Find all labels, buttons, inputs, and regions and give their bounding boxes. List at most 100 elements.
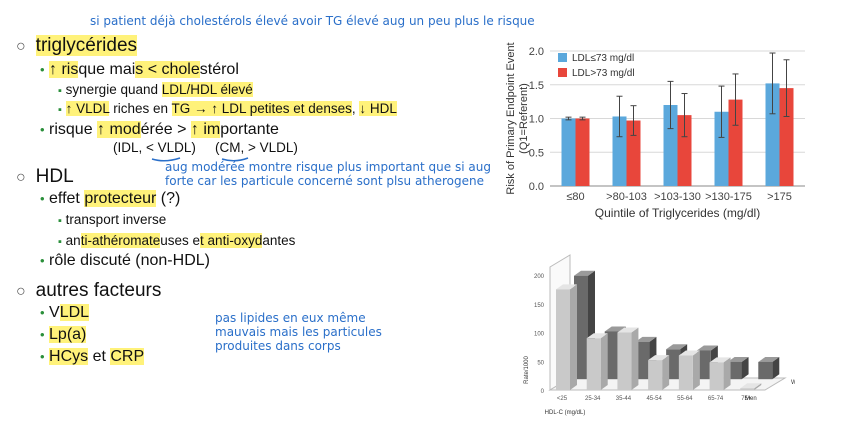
tg-subitem-1: ▪ synergie quand LDL/HDL élevé <box>58 82 253 97</box>
bar-top <box>635 336 657 342</box>
bullet-icon: • <box>40 327 45 342</box>
bar <box>604 331 619 380</box>
bar <box>678 355 693 390</box>
legend-swatch <box>558 53 567 62</box>
heading-triglycerides: triglycérides <box>35 35 138 56</box>
y-tick-label: 50 <box>537 360 544 366</box>
tg-subitem-2: ▪ ↑ VLDL riches en TG → ↑ LDL petites et… <box>58 101 397 116</box>
label-cm: (CM, > VLDL) <box>215 140 298 155</box>
note-hdl-2: forte car les particule concerné sont pl… <box>165 174 485 188</box>
tg-item-1: • ↑ risque mais < cholestérol <box>40 61 239 78</box>
bar <box>626 120 641 186</box>
bar <box>765 83 780 186</box>
bullet-icon: • <box>40 349 45 364</box>
y-tick-label: 0.5 <box>529 147 544 159</box>
bar-top <box>696 345 718 351</box>
x-tick-label: >175 <box>767 191 792 203</box>
bar <box>612 116 627 186</box>
bar <box>575 118 590 186</box>
series-label: Women <box>791 380 795 386</box>
x-tick-label: 65-74 <box>708 396 724 402</box>
note-other-1: pas lipides en eux même <box>215 311 366 325</box>
bullet-icon: ▪ <box>58 85 62 97</box>
bar <box>648 360 663 390</box>
note-other-2: mauvais mais les particules <box>215 325 382 339</box>
bar <box>617 332 632 390</box>
bar-top <box>574 270 595 276</box>
y-axis-label: Risk of Primary Endpoint Event(Q1=Refere… <box>505 42 530 194</box>
legend-swatch <box>558 68 567 77</box>
bar-top <box>648 355 670 361</box>
bar-side <box>741 356 749 380</box>
y-tick-label: 0 <box>541 389 545 395</box>
bar <box>635 341 650 380</box>
outline-hdl: ○ HDL <box>16 166 74 188</box>
y-tick-label: 200 <box>534 274 545 280</box>
y-axis-label: Rate/1000 <box>524 356 530 384</box>
bar-top <box>758 356 780 362</box>
x-tick-label: 75+ <box>741 396 752 402</box>
note-hdl-1: aug modérée montre risque plus important… <box>165 160 491 174</box>
y-tick-label: 100 <box>534 332 545 338</box>
y-tick-label: 1.5 <box>529 80 544 92</box>
circle-bullet-icon: ○ <box>16 283 26 300</box>
note-top: si patient déjà cholestérols élevé avoir… <box>90 14 535 28</box>
bullet-icon: • <box>40 191 45 206</box>
bar-top <box>709 357 731 363</box>
bar <box>758 361 773 380</box>
other-item-3: • HCys et CRP <box>40 348 145 365</box>
x-tick-label: >130-175 <box>705 191 752 203</box>
label-idl: (IDL, < VLDL) <box>113 140 196 155</box>
bullet-icon: • <box>40 122 45 137</box>
bar <box>666 349 681 380</box>
bullet-icon: ▪ <box>58 236 62 248</box>
series-label: Men <box>745 396 757 402</box>
legend-label: LDL≤73 mg/dl <box>572 53 634 64</box>
bar-top <box>617 327 639 333</box>
y-tick-label: 0.0 <box>529 181 544 193</box>
underline-marks <box>151 157 249 162</box>
circle-bullet-icon: ○ <box>16 38 26 55</box>
hdl-item-1: • effet protecteur (?) <box>40 190 181 207</box>
chart-hdl-rate: 0 50 100 150 200 <25 25-34 35-44 45-54 55-64 65-74… <box>524 254 795 416</box>
bar-side <box>600 333 608 390</box>
bar <box>574 275 588 380</box>
x-tick-label: 55-64 <box>677 396 693 402</box>
x-tick-label: >80-103 <box>606 191 647 203</box>
bar-side <box>631 327 639 390</box>
hdl-item-2: • rôle discuté (non-HDL) <box>40 252 210 269</box>
bar <box>714 111 729 186</box>
bullet-icon: ▪ <box>58 104 62 116</box>
bar <box>663 105 678 186</box>
circle-bullet-icon: ○ <box>16 169 26 186</box>
bar <box>728 99 743 186</box>
x-axis-label: HDL-C (mg/dL) <box>545 410 586 416</box>
bar <box>740 388 755 390</box>
bullet-icon: • <box>40 305 45 320</box>
note-other-3: produites dans corps <box>215 339 341 353</box>
y-tick-label: 1.0 <box>529 114 544 126</box>
bar <box>779 88 794 186</box>
x-tick-label: <25 <box>557 396 568 402</box>
y-tick-label: 2.0 <box>529 46 544 58</box>
bar-top <box>586 333 608 339</box>
bar-top <box>666 344 688 350</box>
bar-side <box>570 284 577 390</box>
bar-side <box>772 356 780 380</box>
y-tick-label: 150 <box>534 303 545 309</box>
x-tick-label: ≤80 <box>566 191 584 203</box>
x-tick-label: 35-44 <box>616 396 632 402</box>
bullet-icon: • <box>40 253 45 268</box>
x-axis-label: Quintile of Triglycerides (mg/dl) <box>595 206 760 220</box>
bar-side <box>662 355 670 390</box>
heading-other: autres facteurs <box>35 280 162 301</box>
tg-item-2: • risque ↑ modérée > ↑ importante <box>40 121 279 138</box>
hdl-subitem-2: ▪ anti-athéromateuses et anti-oxydantes <box>58 233 296 248</box>
bar-side <box>723 357 731 390</box>
x-tick-label: 25-34 <box>585 396 601 402</box>
hdl-subitem-1: ▪ transport inverse <box>58 212 167 227</box>
bullet-icon: • <box>40 62 45 77</box>
bar <box>709 362 724 390</box>
legend-label: LDL>73 mg/dl <box>572 68 635 79</box>
outline-tg: ○ triglycérides <box>16 35 138 57</box>
